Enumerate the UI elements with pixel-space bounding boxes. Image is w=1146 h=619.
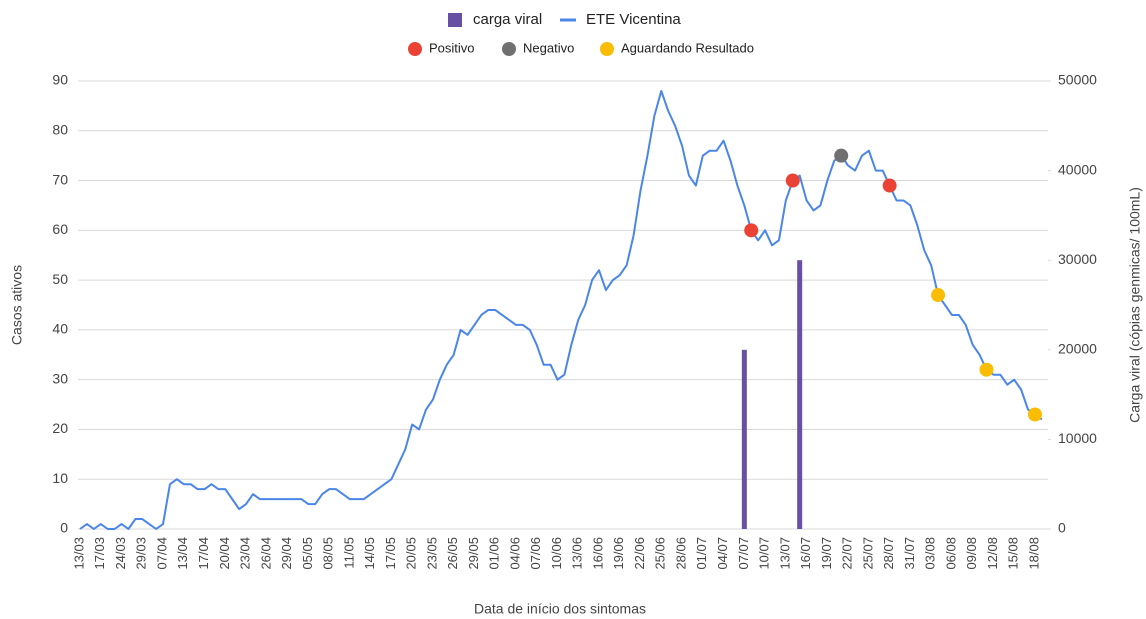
x-tick-label: 23/05 — [424, 537, 439, 570]
y-tick-label: 30 — [52, 370, 68, 386]
x-tick-label: 22/07 — [840, 537, 855, 570]
y2-axis-title: Carga viral (cópias genmicas/ 100mL) — [1127, 187, 1143, 423]
x-tick-label: 29/05 — [466, 537, 481, 570]
legend-label: ETE Vicentina — [586, 11, 681, 28]
x-tick-label: 29/03 — [134, 537, 149, 570]
x-tick-label: 14/05 — [362, 537, 377, 570]
legend-label: Positivo — [429, 40, 475, 55]
x-tick-label: 03/08 — [923, 537, 938, 570]
x-tick-label: 16/07 — [798, 537, 813, 570]
legend-swatch — [408, 42, 422, 56]
x-tick-label: 19/06 — [611, 537, 626, 570]
x-tick-label: 22/06 — [632, 537, 647, 570]
x-tick-label: 12/08 — [985, 537, 1000, 570]
y-tick-label: 40 — [52, 321, 68, 337]
x-tick-label: 24/03 — [113, 537, 128, 570]
x-tick-label: 01/06 — [487, 537, 502, 570]
x-tick-label: 17/03 — [92, 537, 107, 570]
x-tick-label: 23/04 — [238, 537, 253, 570]
x-tick-label: 15/08 — [1006, 537, 1021, 570]
x-tick-label: 13/06 — [570, 537, 585, 570]
y-tick-label: 60 — [52, 221, 68, 237]
legend-label: Negativo — [523, 40, 574, 55]
x-tick-label: 13/07 — [777, 537, 792, 570]
x-tick-label: 04/06 — [507, 537, 522, 570]
y2-tick-label: 0 — [1058, 520, 1066, 536]
y-tick-label: 50 — [52, 271, 68, 287]
point — [785, 173, 800, 188]
x-tick-label: 06/08 — [943, 537, 958, 570]
y2-tick-label: 20000 — [1058, 341, 1097, 357]
legend-swatch — [448, 13, 462, 27]
x-tick-label: 07/07 — [736, 537, 751, 570]
x-tick-label: 25/07 — [860, 537, 875, 570]
y-tick-label: 80 — [52, 121, 68, 137]
x-tick-label: 28/06 — [673, 537, 688, 570]
legend-swatch — [600, 42, 614, 56]
x-tick-label: 13/03 — [71, 537, 86, 570]
x-tick-label: 10/07 — [757, 537, 772, 570]
x-tick-label: 07/04 — [154, 537, 169, 570]
x-tick-label: 26/04 — [258, 537, 273, 570]
y2-tick-label: 30000 — [1058, 251, 1097, 267]
y-tick-label: 0 — [60, 520, 68, 536]
x-tick-label: 20/05 — [404, 537, 419, 570]
x-tick-label: 05/05 — [300, 537, 315, 570]
legend-swatch — [502, 42, 516, 56]
x-tick-label: 18/08 — [1026, 537, 1041, 570]
point — [834, 148, 849, 163]
x-axis-title: Data de início dos sintomas — [474, 601, 646, 617]
x-tick-label: 16/06 — [590, 537, 605, 570]
legend-label: carga viral — [473, 11, 542, 28]
x-tick-label: 11/05 — [341, 537, 356, 569]
x-tick-label: 26/05 — [445, 537, 460, 570]
x-tick-label: 17/04 — [196, 537, 211, 570]
y-tick-label: 90 — [52, 72, 68, 88]
y2-tick-label: 50000 — [1058, 72, 1097, 88]
y-tick-label: 70 — [52, 171, 68, 187]
y2-tick-label: 40000 — [1058, 161, 1097, 177]
point — [744, 223, 759, 238]
legend-label: Aguardando Resultado — [621, 40, 754, 55]
x-tick-label: 07/06 — [528, 537, 543, 570]
x-tick-label: 19/07 — [819, 537, 834, 570]
bar — [741, 349, 747, 529]
point — [931, 288, 946, 303]
point — [1027, 407, 1042, 422]
x-tick-label: 28/07 — [881, 537, 896, 570]
x-tick-label: 17/05 — [383, 537, 398, 570]
point — [882, 178, 897, 193]
y-tick-label: 10 — [52, 470, 68, 486]
x-tick-label: 01/07 — [694, 537, 709, 570]
point — [979, 362, 994, 377]
x-tick-label: 04/07 — [715, 537, 730, 570]
line — [79, 89, 1043, 530]
x-tick-label: 20/04 — [217, 537, 232, 570]
y-axis-title: Casos ativos — [9, 265, 25, 345]
y-tick-label: 20 — [52, 420, 68, 436]
y2-tick-label: 10000 — [1058, 430, 1097, 446]
x-tick-label: 25/06 — [653, 537, 668, 570]
x-tick-label: 13/04 — [175, 537, 190, 570]
x-tick-label: 09/08 — [964, 537, 979, 570]
bar — [797, 260, 803, 529]
x-tick-label: 10/06 — [549, 537, 564, 570]
x-tick-label: 08/05 — [321, 537, 336, 570]
x-tick-label: 31/07 — [902, 537, 917, 570]
x-tick-label: 29/04 — [279, 537, 294, 570]
